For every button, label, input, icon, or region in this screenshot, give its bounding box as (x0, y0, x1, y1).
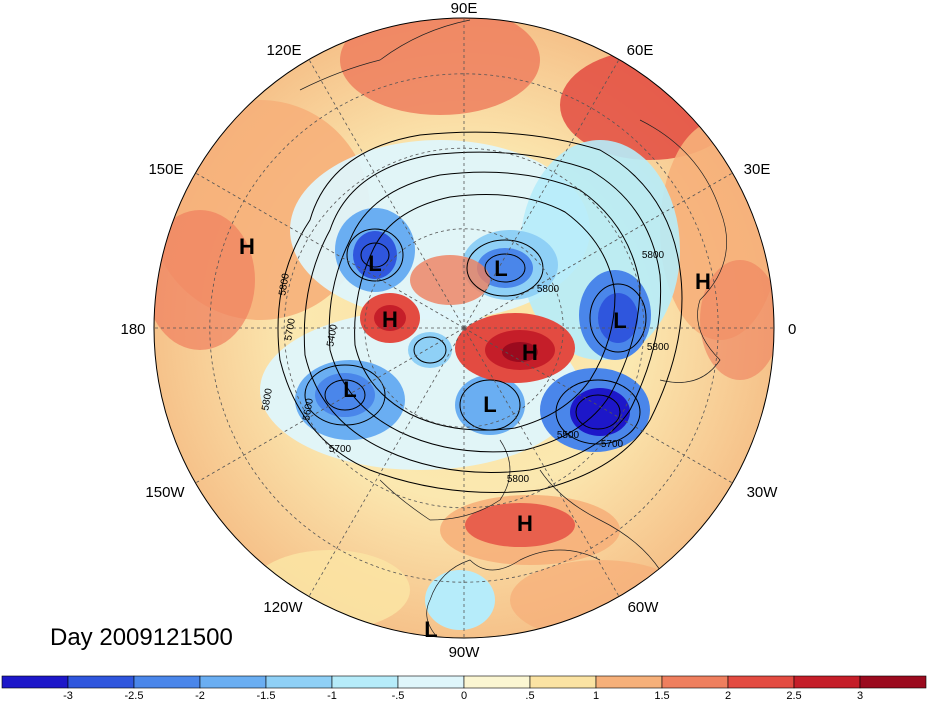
map-boundary (153, 17, 775, 639)
colorbar-swatch (331, 675, 399, 689)
anomaly-field (154, 18, 774, 638)
high-pressure-label: H (239, 234, 255, 259)
contour-label: 5800 (647, 342, 670, 353)
contour-label: 5700 (283, 317, 298, 341)
high-pressure-label: H (382, 307, 398, 332)
longitude-label: 150E (148, 161, 183, 178)
contour-label: 5400 (325, 323, 340, 347)
high-pressure-label: H (517, 511, 533, 536)
colorbar-tick-label: -2 (195, 690, 205, 702)
colorbar: -3 -2.5 -2 -1.5 -1 -.5 0 .5 1 1.5 2 2.5 3 (1, 675, 927, 702)
colorbar-tick-label: -3 (63, 690, 73, 702)
colorbar-swatch (859, 675, 927, 689)
high-pressure-label: H (522, 340, 538, 365)
colorbar-tick-label: -.5 (392, 690, 405, 702)
colorbar-swatch (1, 675, 69, 689)
longitude-label: 90E (451, 0, 478, 17)
coastlines (299, 19, 727, 638)
colorbar-tick-label: 3 (857, 690, 863, 702)
colorbar-swatch (793, 675, 861, 689)
longitude-labels: 90E 60E 30E 0 30W 60W 90W 120W 150W 180 150E 120E (120, 0, 796, 661)
graticule (154, 18, 774, 638)
low-pressure-label: L (483, 392, 496, 417)
low-pressure-label: L (424, 617, 437, 642)
colorbar-tick-label: 0 (461, 690, 467, 702)
colorbar-swatch (463, 675, 531, 689)
colorbar-tick-label: -1 (327, 690, 337, 702)
contour-labels: 5800 5700 5400 5600 5800 5700 5500 5700 5800 5800… (260, 250, 669, 485)
longitude-label: 150W (145, 484, 185, 501)
contour-label: 5800 (642, 250, 665, 261)
colorbar-swatch (133, 675, 201, 689)
colorbar-swatch (265, 675, 333, 689)
pressure-centers: H L H L L H L L H H L (239, 234, 711, 642)
contour-label: 5800 (537, 284, 560, 295)
low-pressure-label: L (368, 251, 381, 276)
contour-label: 5800 (260, 387, 275, 411)
low-pressure-label: L (613, 308, 626, 333)
contour-label: 5800 (507, 474, 530, 485)
colorbar-swatch (67, 675, 135, 689)
longitude-label: 60W (628, 599, 660, 616)
longitude-label: 60E (627, 42, 654, 59)
longitude-label: 180 (120, 321, 145, 338)
contour-label: 5500 (557, 430, 580, 441)
colorbar-tick-label: 1.5 (654, 690, 669, 702)
longitude-label: 0 (788, 321, 796, 338)
colorbar-tick-label: -1.5 (257, 690, 276, 702)
colorbar-tick-label: -2.5 (125, 690, 144, 702)
longitude-label: 120W (263, 599, 303, 616)
longitude-label: 30W (747, 484, 779, 501)
height-contours (277, 131, 683, 493)
low-pressure-label: L (494, 256, 507, 281)
longitude-label: 30E (744, 161, 771, 178)
colorbar-swatch (397, 675, 465, 689)
longitude-label: 90W (449, 644, 481, 661)
contour-label: 5600 (301, 397, 316, 421)
day-label: Day 2009121500 (50, 624, 233, 651)
colorbar-tick-label: .5 (525, 690, 534, 702)
high-pressure-label: H (695, 269, 711, 294)
colorbar-tick-label: 2 (725, 690, 731, 702)
colorbar-swatch (595, 675, 663, 689)
contour-label: 5700 (601, 439, 624, 450)
colorbar-swatch (199, 675, 267, 689)
longitude-label: 120E (266, 42, 301, 59)
contour-label: 5700 (329, 444, 352, 455)
colorbar-swatch (727, 675, 795, 689)
low-pressure-label: L (343, 377, 356, 402)
colorbar-swatch (529, 675, 597, 689)
contour-label: 5800 (277, 272, 292, 296)
colorbar-tick-label: 2.5 (786, 690, 801, 702)
colorbar-tick-label: 1 (593, 690, 599, 702)
colorbar-swatch (661, 675, 729, 689)
